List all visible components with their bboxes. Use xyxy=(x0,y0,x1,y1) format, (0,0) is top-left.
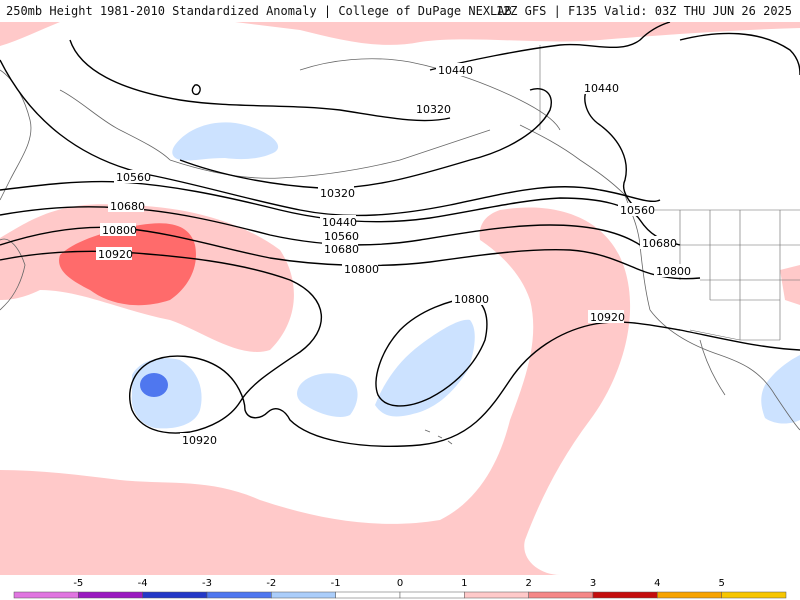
contour-label: 10440 xyxy=(584,82,619,95)
contour-10440-ne xyxy=(679,32,800,76)
strong-negative-anomaly xyxy=(140,373,168,397)
contour-10440-loop xyxy=(584,84,641,211)
contour-label: 10800 xyxy=(102,224,137,237)
coast-baja xyxy=(699,339,726,396)
colorbar-segment xyxy=(592,591,658,599)
coast-asia-east xyxy=(0,69,32,201)
anomaly-bering-negative xyxy=(172,122,279,161)
colorbar-tick-label: 1 xyxy=(461,578,467,589)
contour-label: 10680 xyxy=(324,243,359,256)
contour-label: 10320 xyxy=(416,103,451,116)
colorbar-segment xyxy=(657,591,722,599)
colorbar-tick-label: 5 xyxy=(718,578,724,589)
anomaly-north-pacific-north xyxy=(235,22,800,45)
contour-label: 10920 xyxy=(98,248,133,261)
contour-10320-west xyxy=(69,39,451,122)
anomaly-central-pacific-a xyxy=(297,373,358,417)
anomaly-central-pacific-b xyxy=(375,319,475,417)
contour-label: 10560 xyxy=(620,204,655,217)
colorbar-segment xyxy=(206,591,272,599)
contour-label: 10320 xyxy=(320,187,355,200)
coast-california-mexico xyxy=(649,309,800,431)
contour-label: 10800 xyxy=(344,263,379,276)
anomaly-east-edge xyxy=(780,265,800,305)
contour-10920-west xyxy=(0,250,800,447)
coast-japan xyxy=(0,238,26,311)
contour-label: 10680 xyxy=(642,237,677,250)
contour-10440-east xyxy=(429,22,671,71)
border-us-mexico xyxy=(689,329,780,341)
colorbar-segment xyxy=(464,591,529,599)
anomaly-core-west-pacific xyxy=(59,223,196,306)
contour-10320-center xyxy=(179,88,552,189)
contour-label: 10560 xyxy=(116,171,151,184)
colorbar-tick-label: -4 xyxy=(138,578,148,589)
contour-label: 10560 xyxy=(324,230,359,243)
map-title: 250mb Height 1981-2010 Standardized Anom… xyxy=(6,4,512,18)
colorbar-tick-label: 2 xyxy=(525,578,531,589)
colorbar-segment xyxy=(78,591,143,599)
colorbar-segment xyxy=(335,591,401,599)
colorbar-tick-label: -5 xyxy=(73,578,83,589)
map-header: 250mb Height 1981-2010 Standardized Anom… xyxy=(0,0,800,22)
anomaly-east-pacific-arc xyxy=(0,207,631,575)
colorbar-segment xyxy=(528,591,594,599)
contour-label: 10920 xyxy=(590,311,625,324)
contour-label: 10440 xyxy=(438,64,473,77)
contour-labels: 10440 10320 10440 10320 10560 10440 1056… xyxy=(96,63,691,447)
colorbar-tick-labels: -5 -4 -3 -2 -1 0 1 2 3 4 5 xyxy=(73,578,725,589)
anomaly-mexico xyxy=(761,355,800,424)
anomaly-colorbar: -5 -4 -3 -2 -1 0 1 2 3 4 5 xyxy=(0,575,800,600)
contour-10320-small xyxy=(191,84,201,96)
anomaly-core-southwest xyxy=(140,373,168,397)
colorbar-tick-label: -1 xyxy=(331,578,341,589)
contour-label: 10440 xyxy=(322,216,357,229)
anomaly-north-edge-west xyxy=(0,22,60,46)
colorbar-tick-label: 4 xyxy=(654,578,660,589)
colorbar-tick-label: 0 xyxy=(397,578,403,589)
contour-label: 10800 xyxy=(656,265,691,278)
colorbar-segment xyxy=(142,591,208,599)
anomaly-southwest-pacific xyxy=(131,358,202,429)
anomaly-map: 10440 10320 10440 10320 10560 10440 1056… xyxy=(0,22,800,575)
colorbar-segment xyxy=(13,591,79,599)
contour-label: 10800 xyxy=(454,293,489,306)
colorbar-tick-label: -3 xyxy=(202,578,212,589)
colorbar-segment xyxy=(399,591,465,599)
contour-label: 10680 xyxy=(110,200,145,213)
strong-positive-anomaly xyxy=(59,223,196,306)
coast-gulf-of-alaska xyxy=(519,124,626,196)
coast-hawaii xyxy=(424,429,453,445)
colorbar-segments xyxy=(13,591,787,599)
colorbar-tick-label: -2 xyxy=(266,578,276,589)
colorbar-tick-label: 3 xyxy=(590,578,596,589)
colorbar-segment xyxy=(271,591,336,599)
colorbar-segment xyxy=(721,591,787,599)
contour-10440-west xyxy=(0,59,661,217)
contour-label: 10920 xyxy=(182,434,217,447)
coast-kamchatka xyxy=(59,89,171,161)
model-run-valid-time: 12Z GFS | F135 Valid: 03Z THU JUN 26 202… xyxy=(495,4,792,18)
